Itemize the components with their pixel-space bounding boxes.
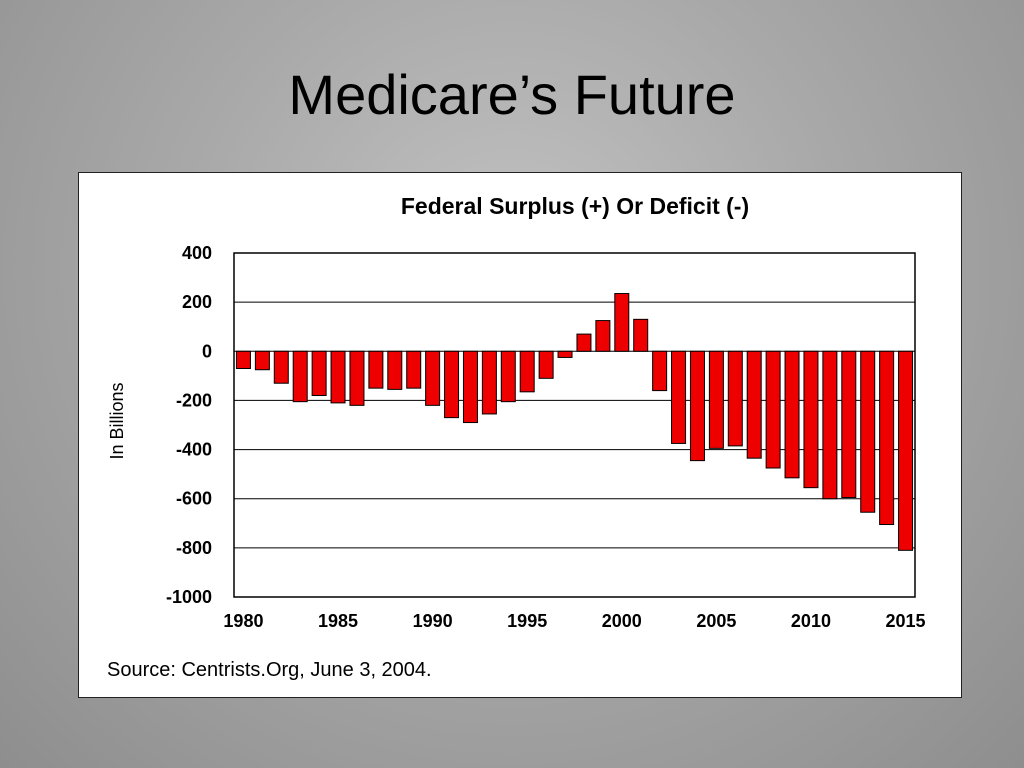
y-tick-label: -800 [176,538,212,558]
y-tick-label: 0 [202,341,212,361]
bar-2004 [689,350,705,462]
x-tick-label: 1990 [413,611,453,631]
bar-2000 [614,293,630,352]
bar-1986 [349,350,365,406]
bar-1981 [254,350,270,371]
grid-lines [234,301,915,549]
x-tick-labels: 1980 1985 1990 1995 2000 2005 2010 2015 [223,611,925,631]
bar-1987 [368,350,384,389]
bar-1985 [330,350,346,404]
bar-1980 [235,350,251,369]
x-tick-label: 2000 [602,611,642,631]
bar-1994 [500,350,516,403]
y-tick-label: -200 [176,390,212,410]
bar-2006 [727,350,743,447]
plot-frame [233,252,916,598]
y-axis-label: In Billions [107,382,127,459]
bar-1982 [273,350,289,384]
bar-1998 [576,333,592,352]
bar-2003 [671,350,687,444]
bar-1991 [444,350,460,419]
bar-1996 [538,350,554,379]
bar-2007 [746,350,762,459]
deficit-chart: Federal Surplus (+) Or Deficit (-) In Bi… [107,193,926,681]
y-tick-label: 400 [182,243,212,263]
bar-1984 [311,350,327,397]
chart-title: Federal Surplus (+) Or Deficit (-) [401,193,749,219]
bar-1983 [292,350,308,403]
bar-2011 [822,350,838,500]
bar-2009 [784,350,800,479]
x-tick-label: 1985 [318,611,358,631]
bar-2015 [898,350,914,551]
bar-1989 [406,350,422,389]
x-tick-label: 1995 [507,611,547,631]
bar-2002 [652,350,668,392]
bar-1992 [462,350,478,424]
x-tick-label: 2015 [886,611,926,631]
bar-1999 [595,320,611,352]
bar-2010 [803,350,819,489]
bar-2014 [879,350,895,526]
source-note: Source: Centrists.Org, June 3, 2004. [107,659,432,681]
bar-2008 [765,350,781,469]
y-tick-label: -400 [176,440,212,460]
x-tick-label: 2005 [696,611,736,631]
bar-1988 [387,350,403,390]
bars [235,293,914,551]
bar-2013 [860,350,876,513]
chart-panel: Federal Surplus (+) Or Deficit (-) In Bi… [78,172,962,698]
y-tick-label: -600 [176,489,212,509]
bar-1995 [519,350,535,393]
x-tick-label: 1980 [223,611,263,631]
y-tick-label: -1000 [166,587,212,607]
y-tick-labels: 400 200 0 -200 -400 -600 -800 -1000 [166,243,212,607]
x-tick-label: 2010 [791,611,831,631]
bar-1993 [481,350,497,415]
y-tick-label: 200 [182,292,212,312]
bar-2012 [841,350,857,498]
bar-1990 [425,350,441,406]
bar-1997 [557,350,573,358]
bar-2005 [708,350,724,449]
slide-title: Medicare’s Future [288,63,736,126]
bar-2001 [633,318,649,352]
